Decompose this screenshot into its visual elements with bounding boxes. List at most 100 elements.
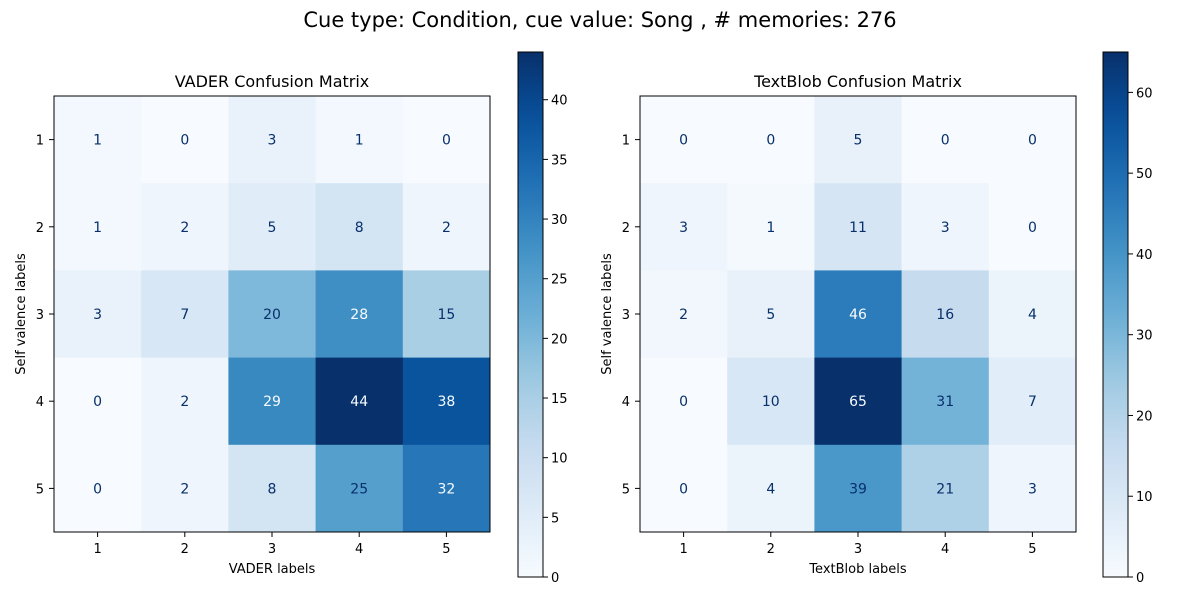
cell-value-label: 3 (679, 220, 688, 236)
heatmap-cell (141, 96, 229, 184)
cell-value-label: 1 (93, 133, 102, 149)
cell-value-label: 3 (268, 133, 277, 149)
colorbar-tick-label: 0 (551, 571, 559, 586)
x-tick-label: 1 (679, 542, 687, 557)
cell-value-label: 2 (180, 394, 189, 410)
cell-value-label: 1 (93, 220, 102, 236)
y-tick-label: 2 (36, 221, 44, 236)
heatmap-cell (54, 96, 142, 184)
colorbar-tick-label: 40 (551, 94, 568, 109)
heatmap-cell (141, 270, 229, 359)
cell-value-label: 29 (263, 394, 281, 410)
y-axis-label: Self valence labels (600, 253, 615, 375)
cell-value-label: 46 (849, 307, 867, 323)
heatmap-cell (315, 444, 404, 533)
heatmap-cell (402, 96, 491, 184)
colorbar-tick-label: 0 (1136, 571, 1144, 586)
cell-value-label: 65 (849, 394, 867, 410)
x-tick-label: 3 (268, 542, 276, 557)
heatmap-cell (727, 444, 815, 533)
heatmap-cell (402, 444, 491, 533)
heatmap-cell (640, 444, 728, 533)
heatmap-cell (54, 183, 142, 271)
heatmap-cell (727, 96, 815, 184)
colorbar-tick-label: 30 (551, 213, 568, 228)
cell-value-label: 8 (268, 481, 277, 497)
colorbar-tick-label: 15 (551, 392, 568, 407)
colorbar-tick-label: 40 (1136, 248, 1153, 263)
heatmap-cell (814, 357, 903, 446)
cell-value-label: 7 (1028, 394, 1037, 410)
colorbar-tick-label: 5 (551, 511, 559, 526)
cell-value-label: 21 (936, 481, 954, 497)
cell-value-label: 31 (936, 394, 954, 410)
cell-value-label: 16 (936, 307, 954, 323)
x-axis-label: TextBlob labels (808, 562, 907, 577)
cell-value-label: 7 (180, 307, 189, 323)
colorbar (1102, 51, 1129, 578)
y-axis-label: Self valence labels (14, 253, 29, 375)
heatmap-cell (228, 270, 317, 359)
cell-value-label: 0 (93, 481, 102, 497)
colorbar-tick-label: 35 (551, 153, 568, 168)
cell-value-label: 2 (180, 220, 189, 236)
x-tick-label: 5 (442, 542, 450, 557)
cell-value-label: 38 (437, 394, 455, 410)
cell-value-label: 4 (1028, 307, 1037, 323)
cell-value-label: 3 (93, 307, 102, 323)
heatmap-cell (315, 183, 404, 271)
y-tick-label: 4 (622, 395, 630, 410)
x-tick-label: 4 (355, 542, 363, 557)
heatmap-cell (54, 270, 142, 359)
heatmap-cell (315, 357, 404, 446)
x-tick-label: 4 (941, 542, 949, 557)
cell-value-label: 32 (437, 481, 455, 497)
y-tick-label: 5 (622, 482, 630, 497)
colorbar-tick-label: 10 (1136, 490, 1153, 505)
cell-value-label: 0 (1028, 220, 1037, 236)
cell-value-label: 0 (679, 133, 688, 149)
heatmap-cell (988, 96, 1077, 184)
cell-value-label: 2 (679, 307, 688, 323)
y-tick-label: 3 (622, 308, 630, 323)
heatmap-cell (640, 183, 728, 271)
x-tick-label: 1 (93, 542, 101, 557)
heatmap-cell (814, 96, 903, 184)
chart-panel-2: 0 0 5 0 03 1 11 3 02 5 46 16 40 10 65 31 70 4 39 21 31 2 3 4 512… (600, 51, 1153, 586)
colorbar-tick-label: 30 (1136, 329, 1153, 344)
y-tick-label: 5 (36, 482, 44, 497)
heatmap-cell (141, 183, 229, 271)
cell-value-label: 0 (442, 133, 451, 149)
cell-value-label: 5 (268, 220, 277, 236)
cell-value-label: 3 (1028, 481, 1037, 497)
x-tick-label: 5 (1028, 542, 1036, 557)
heatmap-cell (315, 96, 404, 184)
heatmap-cell (901, 357, 990, 446)
colorbar-tick-label: 10 (551, 452, 568, 467)
colorbar-tick-label: 20 (551, 332, 568, 347)
cell-value-label: 1 (355, 133, 364, 149)
x-tick-label: 2 (181, 542, 189, 557)
heatmap-cell (141, 444, 229, 533)
heatmap-cell (727, 270, 815, 359)
heatmap-cell (402, 357, 491, 446)
cell-value-label: 0 (1028, 133, 1037, 149)
heatmap-cell (402, 183, 491, 271)
cell-value-label: 0 (180, 133, 189, 149)
heatmap-cell (988, 270, 1077, 359)
heatmap-cell (141, 357, 229, 446)
chart-panel-1: 1 0 3 1 01 2 5 8 23 7 20 28 150 2 29 44 380 2 8 25 321 2 3 4 512… (14, 51, 568, 586)
heatmap-cell (727, 183, 815, 271)
chart-title: TextBlob Confusion Matrix (753, 72, 962, 91)
x-axis-label: VADER labels (229, 562, 316, 577)
cell-value-label: 15 (437, 307, 455, 323)
cell-value-label: 11 (849, 220, 867, 236)
heatmap-cell (640, 96, 728, 184)
colorbar-tick-label: 60 (1136, 86, 1153, 101)
cell-value-label: 0 (679, 481, 688, 497)
y-tick-label: 2 (622, 221, 630, 236)
colorbar (517, 51, 544, 578)
cell-value-label: 44 (350, 394, 368, 410)
heatmap-cell (54, 357, 142, 446)
heatmap-cell (228, 357, 317, 446)
